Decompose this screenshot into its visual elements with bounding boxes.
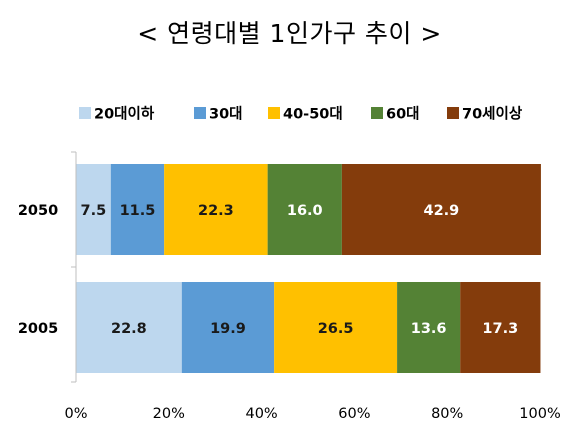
category-label: 2050 [18,203,58,219]
bar-segment [460,282,541,373]
legend-label: 30대 [209,106,243,123]
legend-label: 60대 [386,106,420,123]
x-tick-label: 100% [519,406,560,422]
bar-segment [274,282,398,373]
x-tick-label: 80% [431,406,463,422]
legend-swatch [268,107,280,119]
legend-swatch [79,107,91,119]
bars: 7.5 11.5 22.3 16.0 42.9 2050 22.8 19.9 26.5 13.6 1… [18,164,541,373]
bar-segment [267,164,342,255]
bar-segment [397,282,461,373]
x-tick-label: 40% [245,406,277,422]
x-tick-label: 60% [338,406,370,422]
data-label: 19.9 [210,321,246,337]
data-label: 26.5 [318,321,354,337]
data-label: 16.0 [287,203,323,219]
legend-swatch [371,107,383,119]
x-tick-label: 20% [153,406,185,422]
legend-label: 70세이상 [462,106,523,123]
legend-swatch [194,107,206,119]
data-label: 11.5 [120,203,156,219]
data-label: 22.8 [111,321,147,337]
data-label: 13.6 [411,321,447,337]
bar-segment [110,164,165,255]
axes: 0% 20% 40% 60% 80% 100% [64,151,561,422]
data-label: 17.3 [482,321,518,337]
x-tick-label: 0% [64,406,87,422]
category-label: 2005 [18,321,58,337]
legend-label: 40-50대 [283,106,343,123]
bar-segment [76,164,111,255]
bar-segment [76,282,182,373]
data-label: 42.9 [424,203,460,219]
bar-segment [181,282,275,373]
chart-title: < 연령대별 1인가구 추이 > [137,19,442,48]
legend: 20대이하 30대 40-50대 60대 70세이상 [79,106,523,123]
data-label: 7.5 [81,203,107,219]
legend-swatch [447,107,459,119]
legend-label: 20대이하 [94,106,155,123]
data-label: 22.3 [198,203,234,219]
bar-segment [341,164,541,255]
bar-segment [164,164,268,255]
